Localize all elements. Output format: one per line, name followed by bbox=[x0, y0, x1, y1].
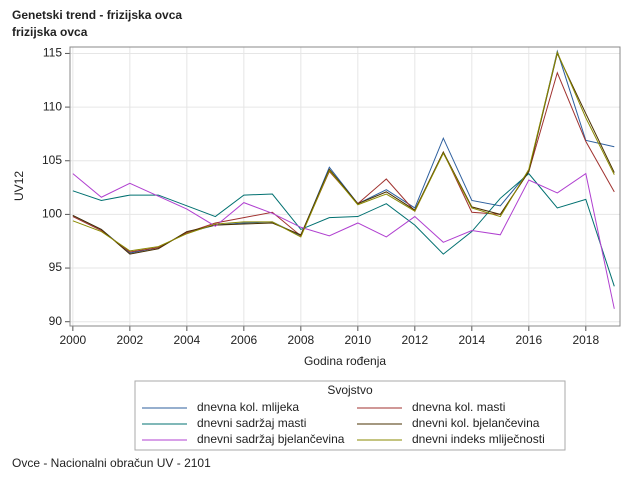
legend-label: dnevna kol. masti bbox=[412, 400, 505, 414]
x-tick-label: 2016 bbox=[515, 333, 542, 347]
x-tick-label: 2018 bbox=[572, 333, 599, 347]
x-tick-label: 2004 bbox=[173, 333, 200, 347]
legend-title: Svojstvo bbox=[327, 383, 373, 397]
x-tick-label: 2014 bbox=[458, 333, 485, 347]
line bbox=[72, 51, 615, 255]
y-tick-label: 110 bbox=[43, 99, 62, 113]
x-tick-label: 2010 bbox=[344, 333, 371, 347]
x-tick-label: 2006 bbox=[230, 333, 257, 347]
line bbox=[72, 172, 615, 309]
y-axis-label: UV12 bbox=[12, 171, 26, 201]
x-axis-label: Godina rođenja bbox=[304, 354, 386, 368]
x-tick-label: 2012 bbox=[401, 333, 428, 347]
legend-box bbox=[134, 380, 566, 451]
x-tick-label: 2002 bbox=[116, 333, 143, 347]
y-tick-label: 100 bbox=[42, 207, 62, 221]
y-tick-label: 90 bbox=[49, 314, 63, 328]
legend-label: dnevni indeks mliječnosti bbox=[412, 432, 545, 446]
line bbox=[72, 50, 615, 252]
chart-title: Genetski trend - frizijska ovca bbox=[12, 8, 182, 22]
chart-subtitle: frizijska ovca bbox=[12, 25, 88, 39]
legend-label: dnevni sadržaj masti bbox=[197, 416, 306, 430]
x-tick-label: 2000 bbox=[59, 333, 86, 347]
footnote: Ovce - Nacionalni obračun UV - 2101 bbox=[12, 456, 211, 470]
plot-frame bbox=[69, 46, 621, 327]
legend-label: dnevni kol. bjelančevina bbox=[412, 416, 540, 430]
legend-label: dnevna kol. mlijeka bbox=[197, 400, 299, 414]
y-tick-label: 115 bbox=[43, 46, 62, 60]
y-tick-label: 95 bbox=[49, 260, 63, 274]
x-tick-label: 2008 bbox=[287, 333, 314, 347]
y-tick-label: 105 bbox=[42, 153, 62, 167]
legend-label: dnevni sadržaj bjelančevina bbox=[197, 432, 345, 446]
